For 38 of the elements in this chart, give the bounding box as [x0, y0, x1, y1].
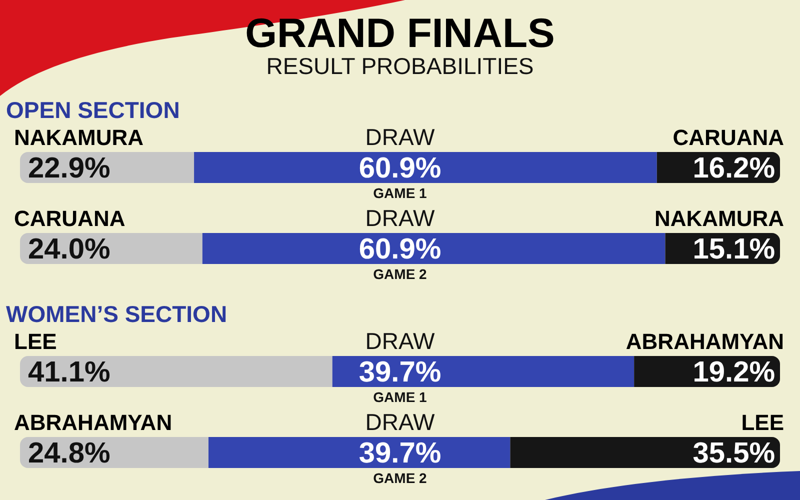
chart-title: OPEN SECTION — [6, 97, 180, 123]
y-tick-label: GAME 2 — [373, 470, 428, 486]
bar — [194, 152, 657, 183]
annotation: CARUANA — [14, 206, 126, 231]
y-tick-label: GAME 2 — [373, 266, 428, 282]
bar — [20, 356, 332, 387]
series-label: DRAW — [365, 124, 435, 150]
data-label: 15.1% — [692, 234, 776, 266]
data-label: 16.2% — [692, 152, 776, 184]
text: LEE — [14, 329, 57, 354]
data-label: 24.8% — [28, 438, 110, 470]
text: DRAW — [365, 205, 435, 231]
text: NAKAMURA — [14, 125, 144, 150]
data-label: 60.9% — [358, 234, 442, 266]
data-label: 22.9% — [28, 152, 110, 184]
y-tick-label: GAME 1 — [373, 389, 428, 405]
data-label: 60.9% — [358, 152, 442, 184]
chart-title: WOMEN’S SECTION — [6, 301, 228, 327]
data-label: 24.0% — [28, 234, 110, 266]
data-label: 19.2% — [692, 356, 776, 388]
y-tick-label: GAME 1 — [373, 185, 428, 201]
text: ABRAHAMYAN — [626, 329, 784, 354]
text: GRAND FINALS — [245, 10, 555, 56]
annotation: ABRAHAMYAN — [14, 410, 172, 435]
data-label: 39.7% — [358, 438, 442, 470]
data-label: 35.5% — [692, 438, 776, 470]
bar — [202, 233, 666, 264]
bar — [510, 437, 780, 468]
annotation: LEE — [741, 410, 784, 435]
series-label: DRAW — [365, 328, 435, 354]
text: CARUANA — [672, 125, 784, 150]
text: RESULT PROBABILITIES — [266, 53, 534, 79]
bar — [332, 356, 634, 387]
bar — [208, 437, 510, 468]
data-label: 39.7% — [358, 356, 442, 388]
annotation: NAKAMURA — [654, 206, 784, 231]
data-label: 41.1% — [28, 356, 110, 388]
text: DRAW — [365, 409, 435, 435]
